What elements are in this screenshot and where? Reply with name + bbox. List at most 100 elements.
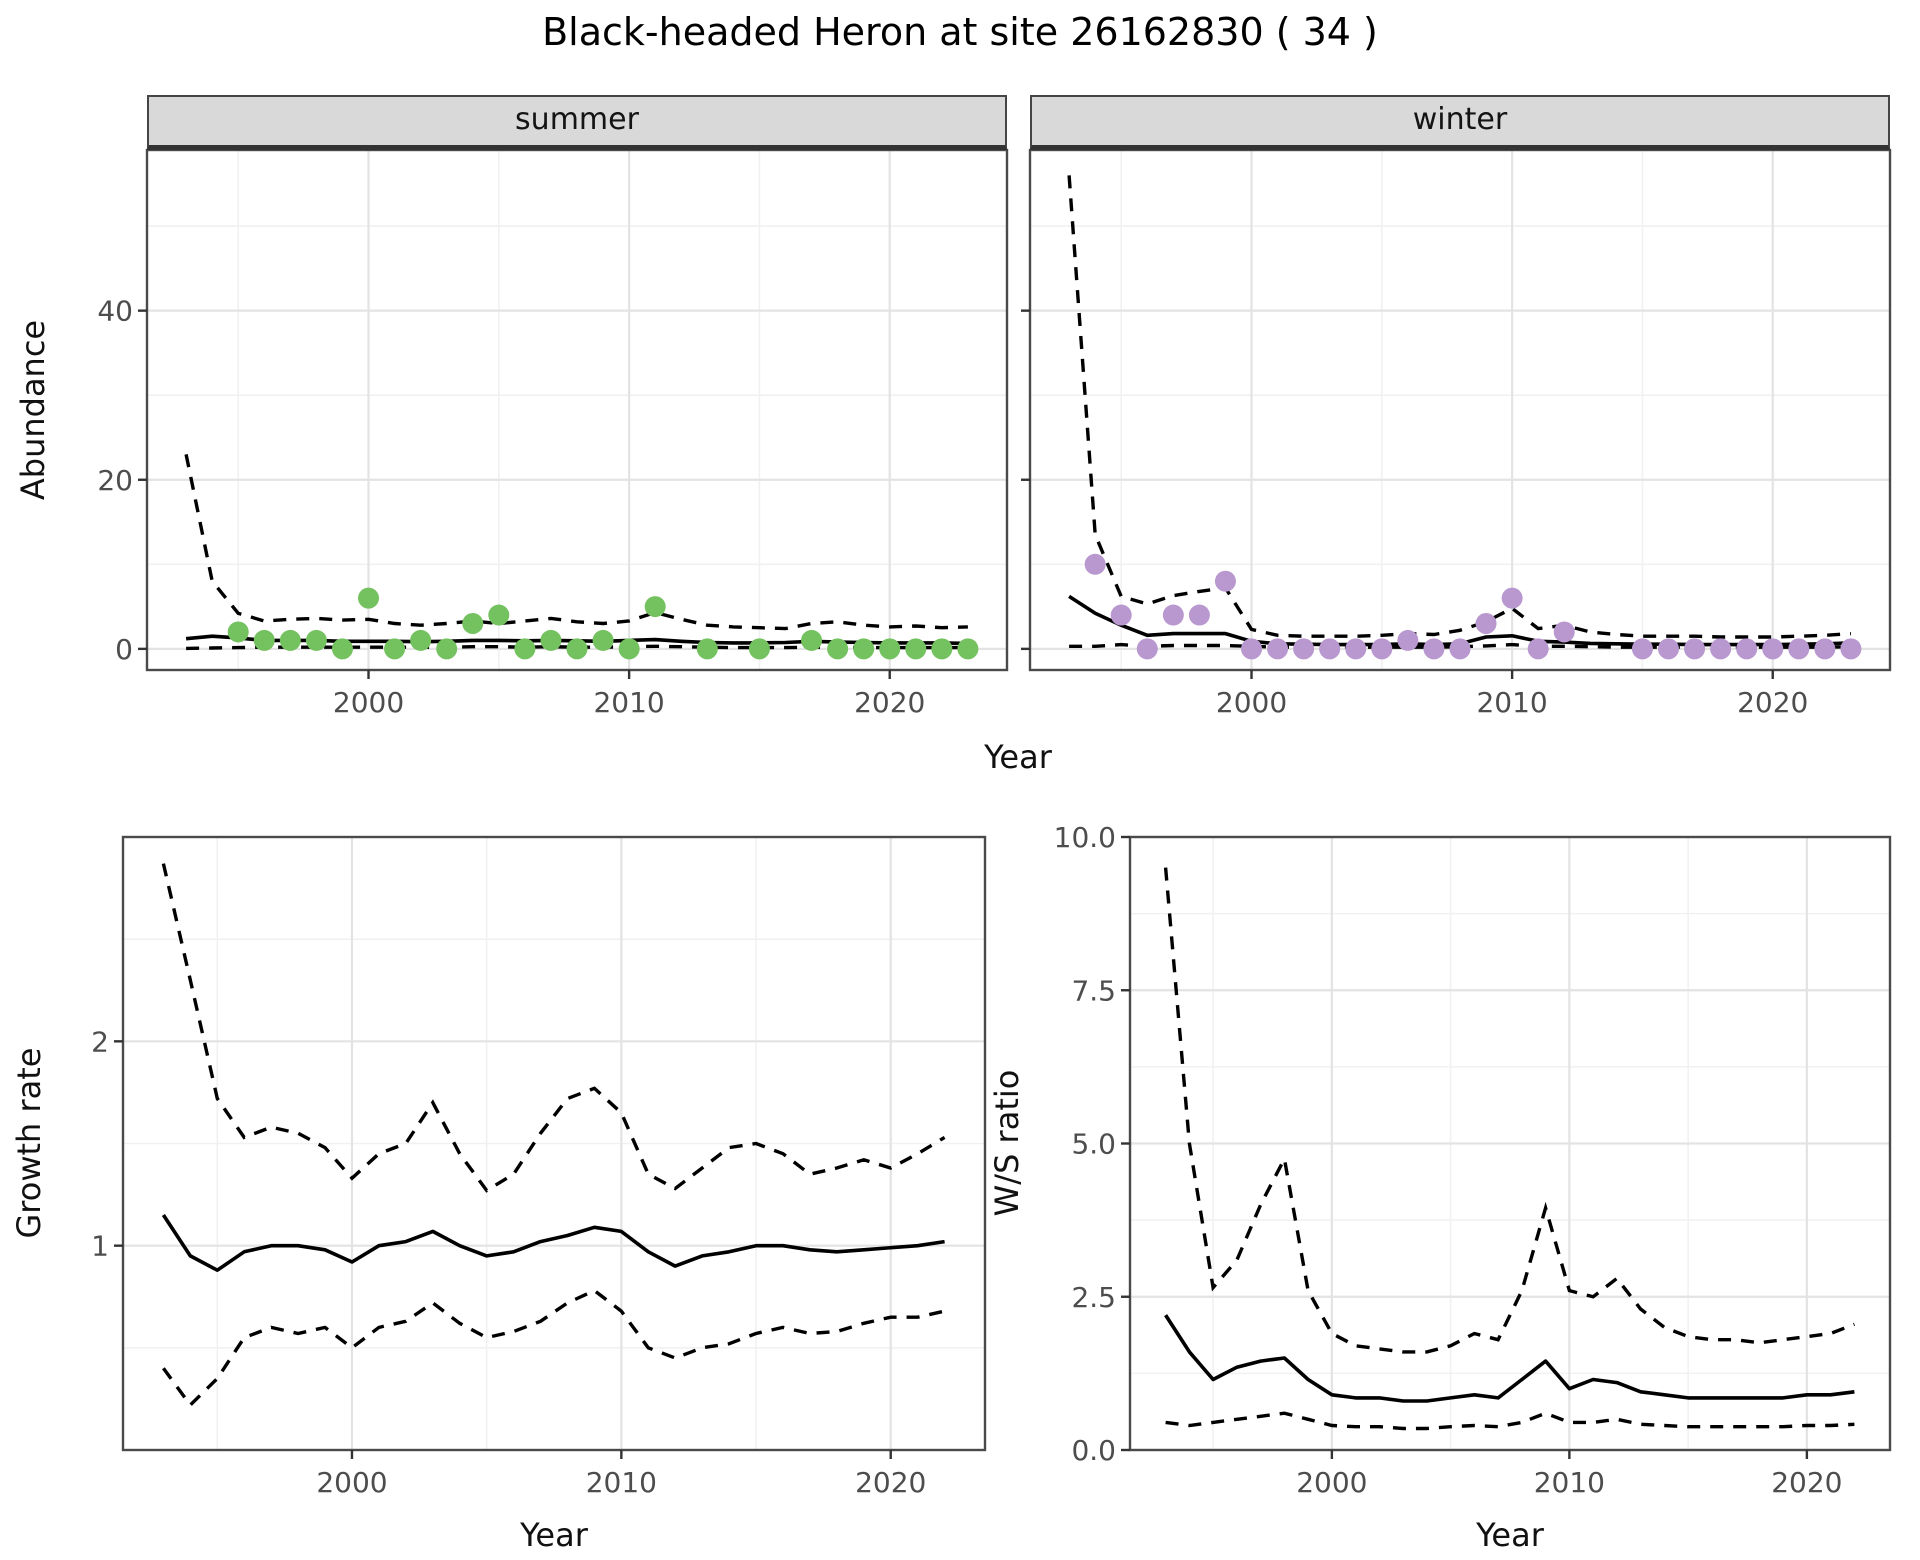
abundance-winter-data-point — [1631, 638, 1653, 660]
abundance-winter-data-point — [1188, 604, 1210, 626]
abundance-summer-data-point — [592, 629, 614, 651]
x-axis-title-year-bottom-left: Year — [520, 1516, 588, 1554]
abundance-summer-data-point — [514, 638, 536, 660]
x-tick-label: 2000 — [333, 686, 404, 719]
facet-strip-summer-label: summer — [515, 102, 639, 137]
abundance-winter-data-point — [1214, 570, 1236, 592]
facet-strip-winter: winter — [1030, 95, 1890, 150]
abundance-summer-data-point — [748, 638, 770, 660]
abundance-winter-data-point — [1840, 638, 1862, 660]
figure-title: Black-headed Heron at site 26162830 ( 34… — [542, 10, 1378, 54]
abundance-summer-data-point — [358, 587, 380, 609]
y-tick-label: 1 — [91, 1230, 109, 1263]
abundance-winter-data-point — [1162, 604, 1184, 626]
abundance-summer-data-point — [618, 638, 640, 660]
abundance-summer-data-point — [305, 629, 327, 651]
abundance-summer-data-point — [696, 638, 718, 660]
abundance-summer-data-point — [827, 638, 849, 660]
y-tick-label: 20 — [97, 464, 133, 497]
y-axis-title-growth-rate: Growth rate — [10, 1047, 48, 1239]
abundance-summer-data-point — [410, 629, 432, 651]
abundance-winter-data-point — [1449, 638, 1471, 660]
x-tick-label: 2000 — [1296, 1466, 1367, 1499]
x-axis-title-year-top: Year — [984, 738, 1052, 776]
x-tick-label: 2000 — [1216, 686, 1287, 719]
x-tick-label: 2010 — [593, 686, 664, 719]
abundance-summer-data-point — [540, 629, 562, 651]
abundance-summer-panel-bg — [147, 150, 1007, 670]
abundance-winter-data-point — [1762, 638, 1784, 660]
abundance-summer-data-point — [488, 604, 510, 626]
abundance-winter-panel-border — [1028, 148, 1892, 672]
y-tick-label: 10.0 — [1054, 821, 1116, 854]
abundance-winter-data-point — [1475, 612, 1497, 634]
abundance-winter-panel-bg — [1030, 150, 1890, 670]
abundance-winter-data-point — [1293, 638, 1315, 660]
growth-rate-ci-upper-line — [161, 863, 946, 1193]
abundance-winter-data-point — [1501, 587, 1523, 609]
abundance-winter-ci-upper-line — [1067, 175, 1852, 639]
abundance-summer-data-point — [853, 638, 875, 660]
y-tick-label: 5.0 — [1071, 1128, 1116, 1161]
abundance-summer-data-point — [253, 629, 275, 651]
x-tick-label: 2020 — [855, 1466, 926, 1499]
x-tick-label: 2000 — [316, 1466, 387, 1499]
abundance-winter-data-point — [1267, 638, 1289, 660]
abundance-summer-data-point — [905, 638, 927, 660]
y-tick-label: 0.0 — [1071, 1434, 1116, 1467]
y-tick-label: 0 — [115, 633, 133, 666]
x-axis-title-year-bottom-right: Year — [1476, 1516, 1544, 1554]
abundance-winter-data-point — [1110, 604, 1132, 626]
abundance-winter-data-point — [1371, 638, 1393, 660]
facet-strip-winter-label: winter — [1412, 102, 1508, 137]
abundance-summer-data-point — [384, 638, 406, 660]
abundance-summer-data-point — [331, 638, 353, 660]
y-tick-label: 40 — [97, 295, 133, 328]
abundance-winter-data-point — [1136, 638, 1158, 660]
y-tick-label: 7.5 — [1071, 974, 1116, 1007]
abundance-summer-ci-upper-line — [184, 454, 968, 631]
abundance-summer-data-point — [279, 629, 301, 651]
abundance-summer-panel-border — [145, 148, 1009, 672]
abundance-summer-data-point — [644, 596, 666, 618]
abundance-summer-data-point — [931, 638, 953, 660]
abundance-winter-data-point — [1241, 638, 1263, 660]
abundance-winter-data-point — [1527, 638, 1549, 660]
abundance-summer-data-point — [879, 638, 901, 660]
abundance-summer-data-point — [436, 638, 458, 660]
abundance-summer-data-point — [566, 638, 588, 660]
ws-ratio-median-line — [1164, 1314, 1855, 1403]
x-tick-label: 2010 — [586, 1466, 657, 1499]
y-axis-title-abundance: Abundance — [14, 319, 52, 501]
growth-rate-median-line — [161, 1214, 945, 1272]
x-tick-label: 2010 — [1534, 1466, 1605, 1499]
abundance-winter-data-point — [1397, 629, 1419, 651]
ws-ratio-ci-lower-line — [1165, 1411, 1855, 1431]
y-tick-label: 2 — [91, 1025, 109, 1058]
ws-ratio-ci-upper-line — [1163, 867, 1856, 1354]
facet-strip-summer: summer — [147, 95, 1007, 150]
abundance-winter-data-point — [1684, 638, 1706, 660]
growth-rate-panel-border — [121, 835, 987, 1452]
growth-rate-ci-lower-line — [162, 1288, 945, 1408]
abundance-winter-data-point — [1736, 638, 1758, 660]
abundance-winter-data-point — [1319, 638, 1341, 660]
y-tick-label: 2.5 — [1071, 1281, 1116, 1314]
abundance-summer-data-point — [801, 629, 823, 651]
abundance-winter-data-point — [1084, 553, 1106, 575]
x-tick-label: 2020 — [1737, 686, 1808, 719]
x-tick-label: 2020 — [854, 686, 925, 719]
abundance-summer-data-point — [462, 612, 484, 634]
abundance-winter-data-point — [1788, 638, 1810, 660]
abundance-winter-data-point — [1345, 638, 1367, 660]
abundance-winter-data-point — [1657, 638, 1679, 660]
y-axis-title-ws-ratio: W/S ratio — [988, 1069, 1026, 1217]
abundance-winter-data-point — [1710, 638, 1732, 660]
abundance-winter-data-point — [1423, 638, 1445, 660]
abundance-winter-data-point — [1814, 638, 1836, 660]
x-tick-label: 2010 — [1476, 686, 1547, 719]
abundance-summer-data-point — [957, 638, 979, 660]
abundance-summer-data-point — [227, 621, 249, 643]
